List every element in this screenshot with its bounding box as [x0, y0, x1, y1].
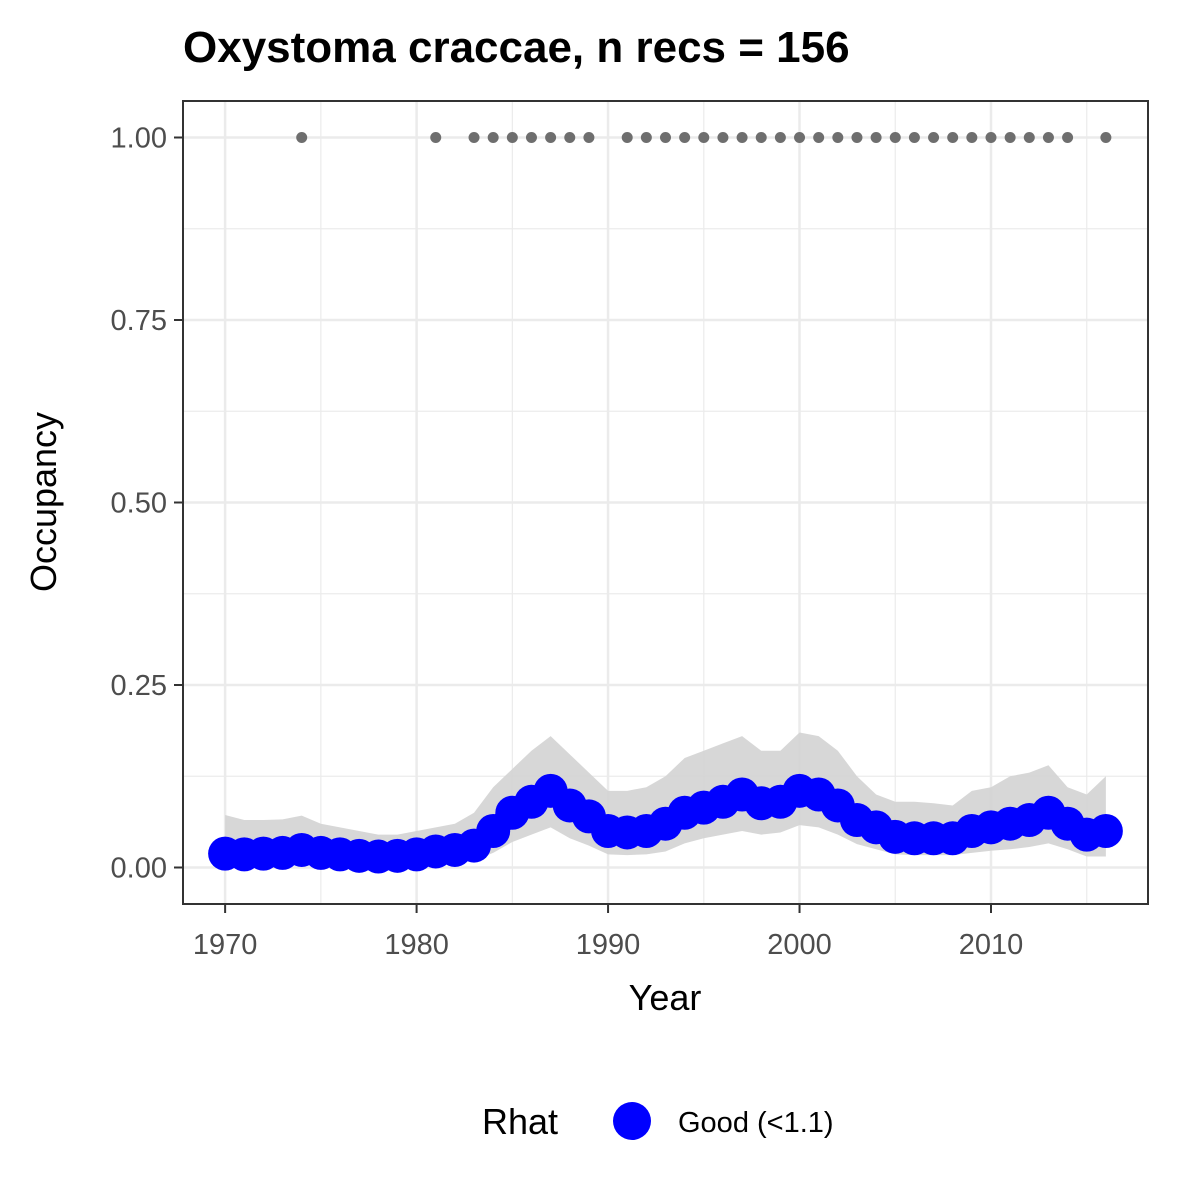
- chart-title: Oxystoma craccae, n recs = 156: [183, 23, 850, 72]
- record-point: [736, 132, 748, 143]
- record-point: [296, 132, 308, 143]
- record-point: [870, 132, 882, 143]
- record-point: [640, 132, 652, 143]
- record-point: [468, 132, 480, 143]
- x-tick-label: 2010: [959, 929, 1024, 961]
- record-point: [506, 132, 518, 143]
- record-point: [794, 132, 806, 143]
- plot-panel: [182, 100, 1149, 905]
- y-tick-label: 0.25: [111, 670, 167, 702]
- record-points: [296, 132, 1112, 143]
- record-point: [660, 132, 671, 143]
- record-point: [966, 132, 978, 143]
- y-tick-label: 0.00: [111, 853, 167, 885]
- record-point: [525, 132, 537, 143]
- record-point: [1062, 132, 1074, 143]
- record-point: [717, 132, 729, 143]
- record-point: [430, 132, 442, 143]
- y-axis-title: Occupancy: [23, 412, 64, 592]
- y-tick-label: 1.00: [111, 123, 167, 155]
- record-point: [851, 132, 863, 143]
- x-tick-label: 2000: [767, 929, 832, 961]
- record-point: [985, 132, 997, 143]
- record-point: [1023, 132, 1035, 143]
- record-point: [564, 132, 576, 143]
- record-point: [832, 132, 844, 143]
- record-point: [755, 132, 767, 143]
- legend-label-good: Good (<1.1): [678, 1107, 834, 1139]
- y-tick-label: 0.75: [111, 305, 167, 337]
- record-point: [545, 132, 557, 143]
- y-tick-label: 0.50: [111, 488, 167, 520]
- x-tick-label: 1980: [384, 929, 449, 961]
- record-point: [621, 132, 633, 143]
- legend: Rhat Good (<1.1): [482, 1101, 834, 1142]
- legend-key-good: [613, 1102, 651, 1140]
- record-point: [813, 132, 825, 143]
- x-tick-label: 1990: [576, 929, 641, 961]
- record-point: [583, 132, 595, 143]
- record-point: [1100, 132, 1112, 143]
- record-point: [1042, 132, 1054, 143]
- x-axis: 1970 1980 1990 2000 2010: [193, 904, 1023, 961]
- record-point: [679, 132, 691, 143]
- record-point: [487, 132, 499, 143]
- occupancy-point: [1088, 814, 1123, 848]
- occupancy-estimates: [208, 773, 1123, 874]
- x-axis-title: Year: [629, 977, 702, 1018]
- record-point: [908, 132, 920, 143]
- record-point: [889, 132, 901, 143]
- legend-title: Rhat: [482, 1101, 558, 1142]
- y-axis: 0.00 0.25 0.50 0.75 1.00: [111, 123, 183, 885]
- record-point: [928, 132, 940, 143]
- record-point: [698, 132, 710, 143]
- record-point: [947, 132, 959, 143]
- x-tick-label: 1970: [193, 929, 258, 961]
- record-point: [1004, 132, 1016, 143]
- record-point: [774, 132, 786, 143]
